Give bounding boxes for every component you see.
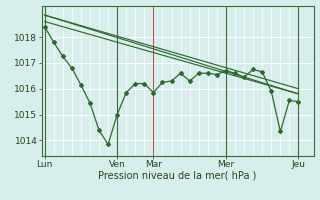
- X-axis label: Pression niveau de la mer( hPa ): Pression niveau de la mer( hPa ): [99, 171, 257, 181]
